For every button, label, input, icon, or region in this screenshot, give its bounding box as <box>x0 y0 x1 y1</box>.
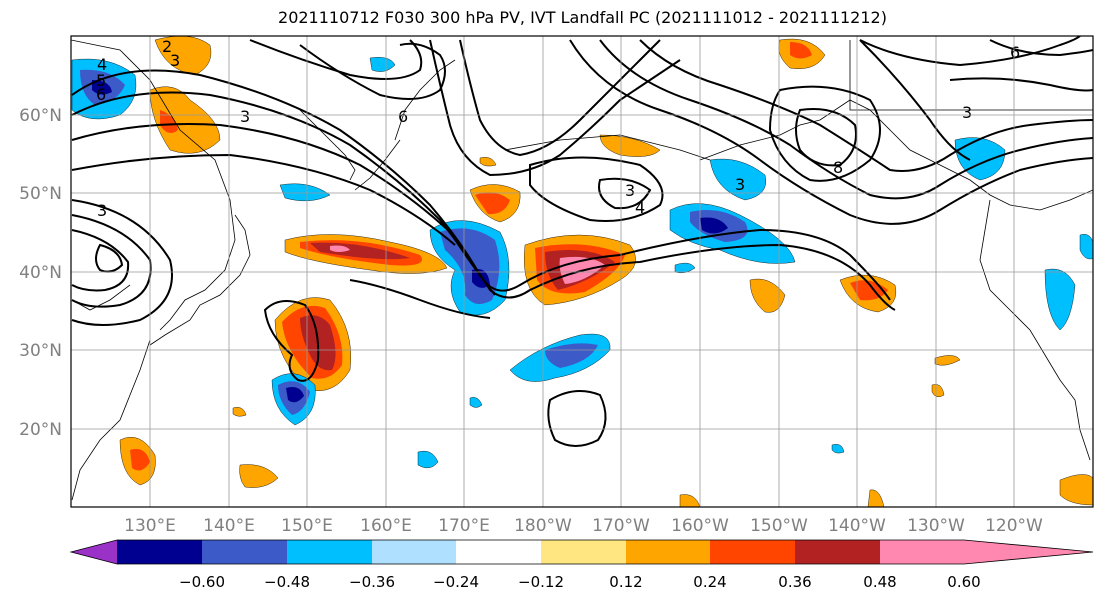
colorbar-bin <box>795 540 880 564</box>
colorbar-extend-left <box>71 540 117 564</box>
contour-label: 6 <box>398 107 408 126</box>
colorbar-bin <box>202 540 287 564</box>
colorbar-tick-label: 0.60 <box>947 573 980 591</box>
lon-label: 170°W <box>592 516 650 536</box>
contour-label: 4 <box>97 55 107 74</box>
lon-label: 150°W <box>750 516 808 536</box>
colorbar-extend-right <box>964 540 1093 564</box>
lon-label: 140°W <box>828 516 886 536</box>
gridlines <box>71 36 1093 507</box>
contour-label: 3 <box>735 175 745 194</box>
lon-label: 140°E <box>203 516 255 536</box>
colorbar-tick-label: −0.12 <box>518 573 564 591</box>
lat-label: 30°N <box>19 341 62 361</box>
lon-label: 160°W <box>671 516 729 536</box>
colorbar-tick-label: 0.48 <box>863 573 896 591</box>
lon-label: 170°E <box>438 516 490 536</box>
pv-contours <box>71 36 1093 447</box>
lon-label: 160°E <box>360 516 412 536</box>
colorbar-outline <box>69 539 1094 565</box>
contour-label: 3 <box>240 107 250 126</box>
contour-label: 2 <box>162 37 172 56</box>
contour-label: 3 <box>962 103 972 122</box>
colorbar-bin <box>710 540 795 564</box>
colorbar-bin <box>287 540 372 564</box>
contour-label: 8 <box>833 158 843 177</box>
lat-label: 40°N <box>19 263 62 283</box>
contour-label: 4 <box>635 198 645 217</box>
colorbar-tick-label: 0.24 <box>693 573 726 591</box>
colorbar-bin <box>117 540 202 564</box>
lat-label: 60°N <box>19 106 62 126</box>
contour-label: 6 <box>96 85 106 104</box>
colorbar-tick-label: 0.36 <box>778 573 811 591</box>
contour-label: 6 <box>1010 43 1020 62</box>
colorbar-bin <box>541 540 626 564</box>
plot-frame <box>70 35 1094 508</box>
lat-label: 50°N <box>19 184 62 204</box>
contour-label: 3 <box>97 201 107 220</box>
colorbar-bin <box>880 540 964 564</box>
contour-label: 3 <box>170 51 180 70</box>
colorbar-tick-label: −0.24 <box>433 573 479 591</box>
map-content: 2 3 4 5 6 6 3 3 4 3 6 3 3 8 <box>71 36 1093 507</box>
lon-labels: 130°E 140°E 150°E 160°E 170°E 180°W 170°… <box>124 516 1043 536</box>
lat-labels: 60°N 50°N 40°N 30°N 20°N <box>19 106 62 440</box>
lon-label: 150°E <box>281 516 333 536</box>
colorbar-tick-label: −0.60 <box>179 573 225 591</box>
shaded-anomalies <box>71 36 1093 507</box>
contour-label: 5 <box>96 71 106 90</box>
colorbar-bin <box>372 540 456 564</box>
map-title: 2021110712 F030 300 hPa PV, IVT Landfall… <box>278 8 887 27</box>
colorbar-tick-label: −0.36 <box>349 573 395 591</box>
lon-label: 130°E <box>124 516 176 536</box>
colorbar-tick-label: 0.12 <box>609 573 642 591</box>
lat-label: 20°N <box>19 420 62 440</box>
lon-label: 120°W <box>985 516 1043 536</box>
colorbar-tick-label: −0.48 <box>264 573 310 591</box>
lon-label: 130°W <box>907 516 965 536</box>
contour-labels: 2 3 4 5 6 6 3 3 4 3 6 3 3 8 <box>96 37 1020 220</box>
colorbar: −0.60 −0.48 −0.36 −0.24 −0.12 0.12 0.24 … <box>69 539 1094 591</box>
colorbar-bin <box>626 540 710 564</box>
colorbar-bin <box>456 540 541 564</box>
lon-label: 180°W <box>514 516 572 536</box>
contour-label: 3 <box>625 181 635 200</box>
